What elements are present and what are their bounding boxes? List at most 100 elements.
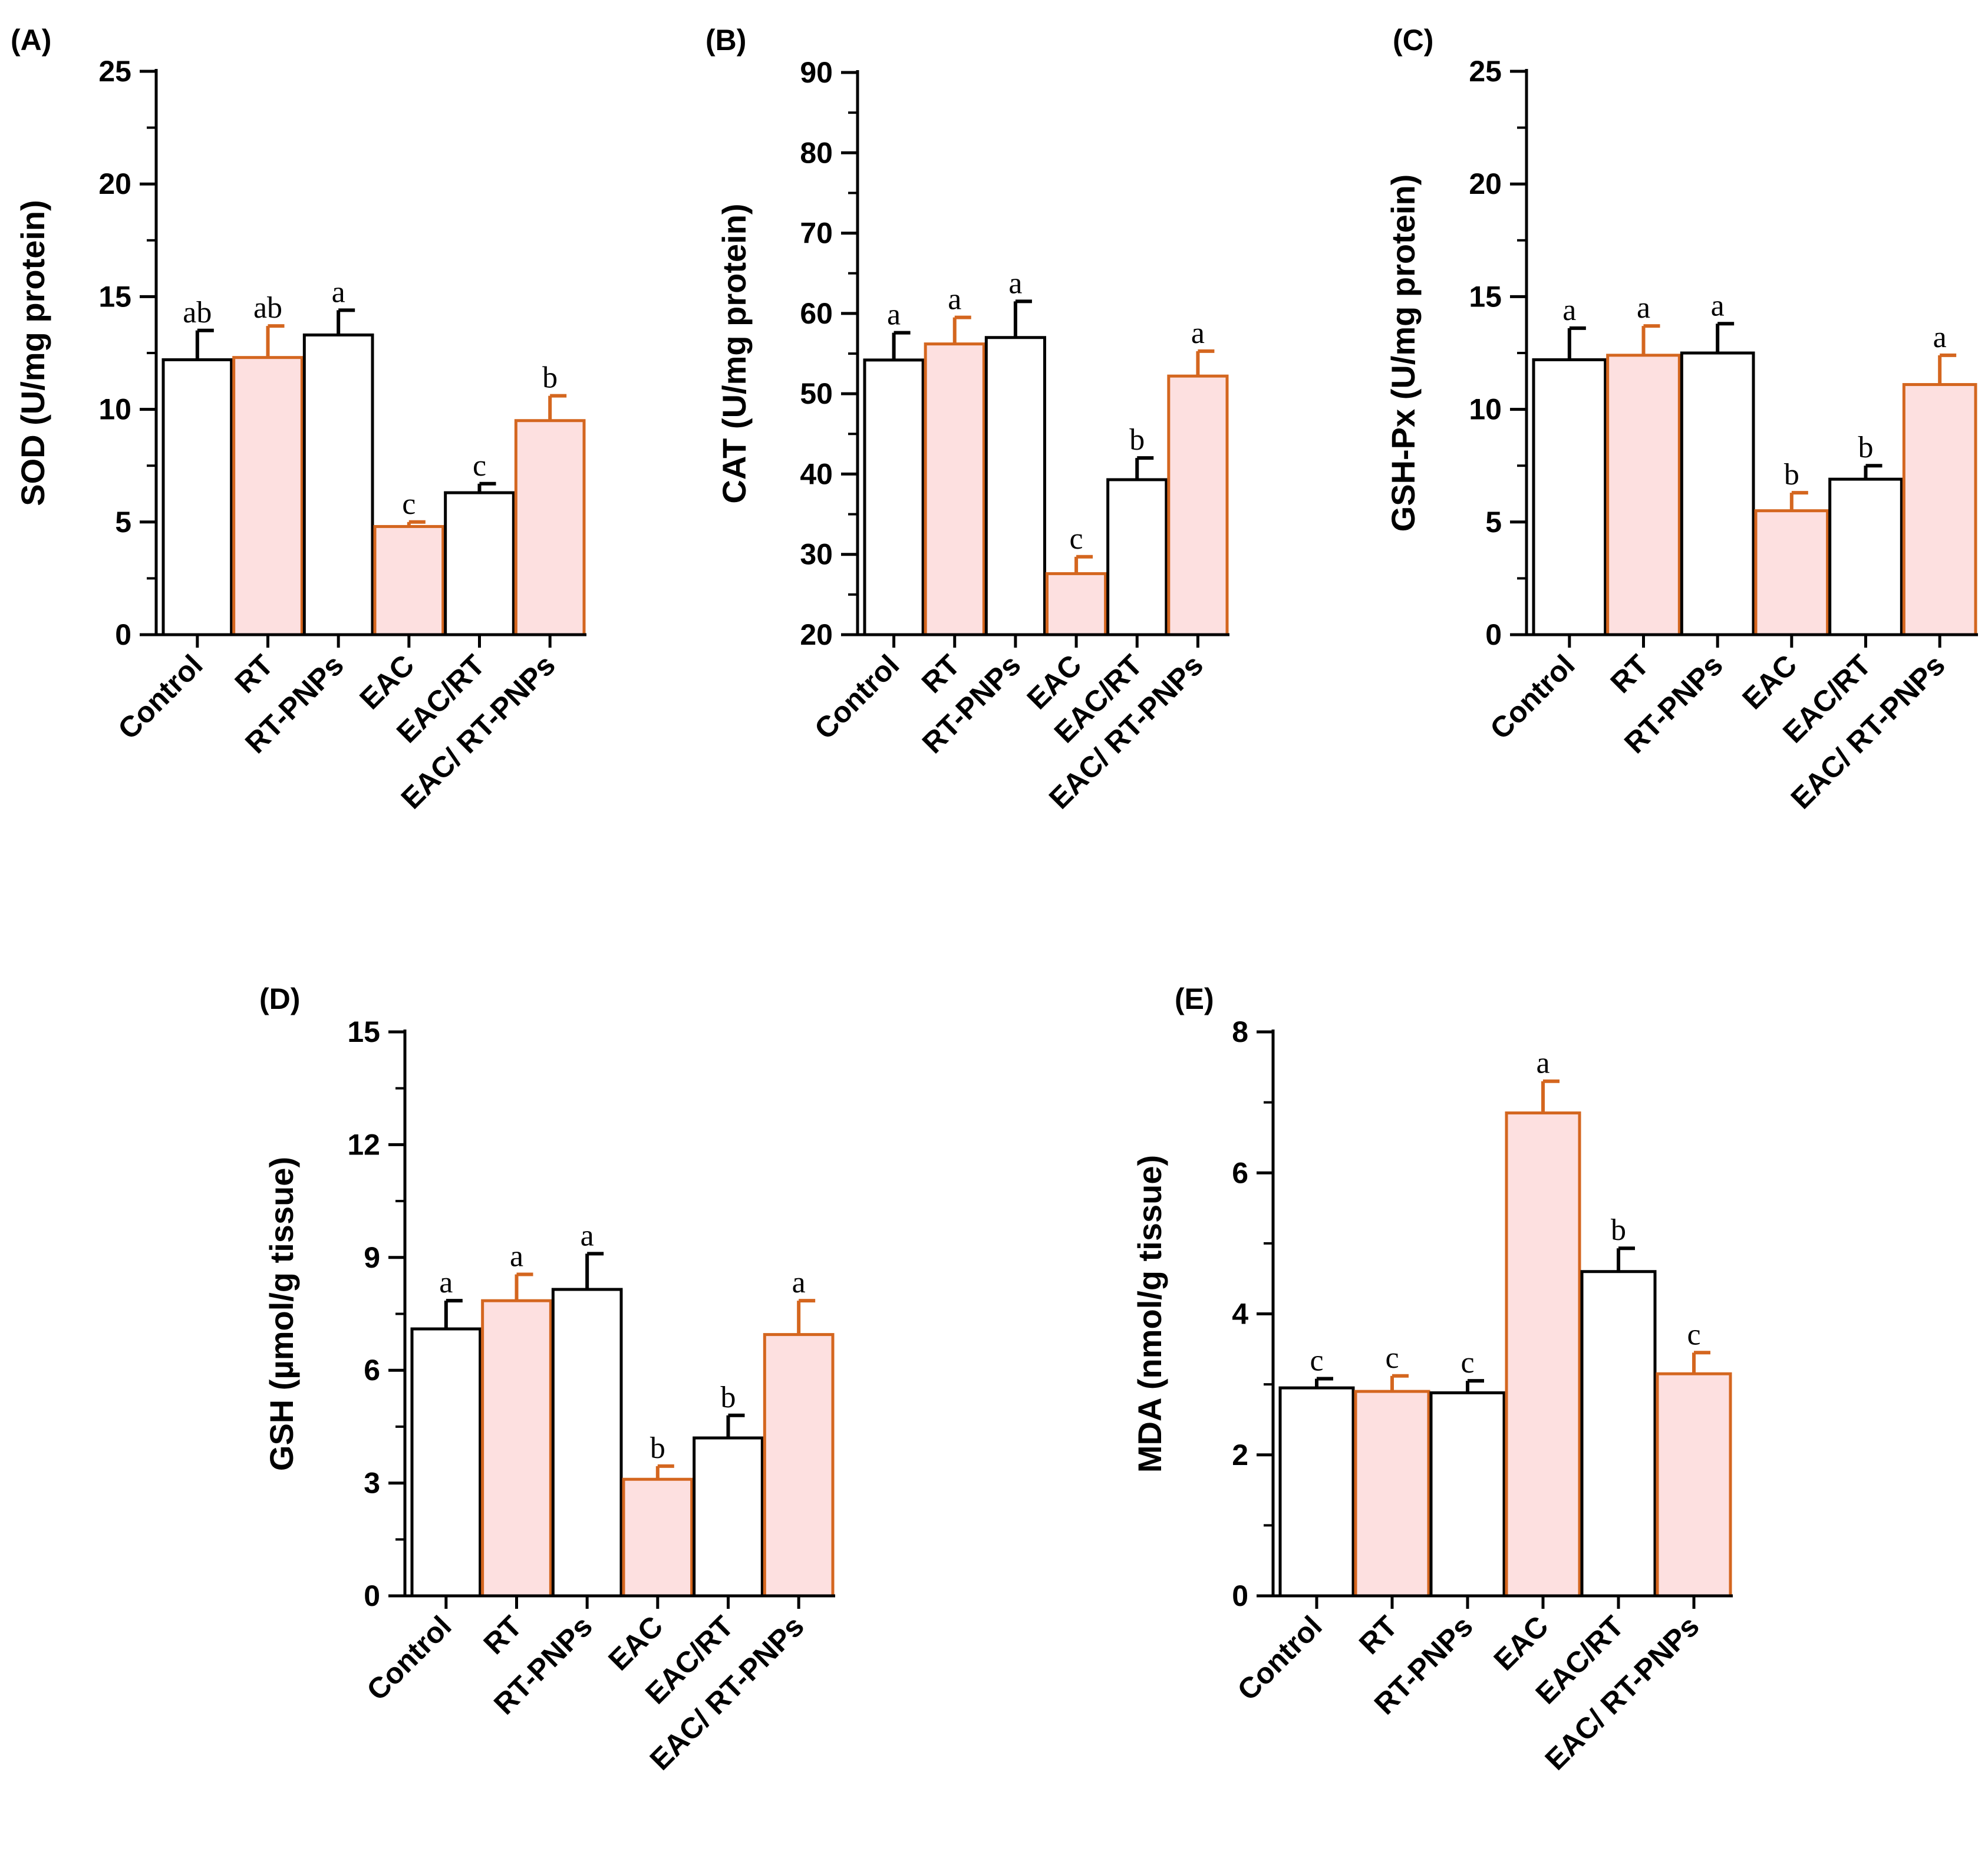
- panel-a-letter-4: c: [402, 487, 416, 521]
- panel-d-letter-6: a: [792, 1266, 806, 1299]
- panel-d-bar-5: [693, 1436, 764, 1598]
- panel-b-y-tick-label-1: 20: [800, 618, 833, 651]
- panel-c-error-bar-6: [1938, 353, 1957, 385]
- panel-d-error-bar-3: [585, 1252, 604, 1290]
- panel-a-y-tick-label-2: 5: [115, 506, 131, 539]
- panel-c-bar-5: [1828, 477, 1903, 636]
- panel-b-letter-5: b: [1129, 423, 1145, 457]
- panel-a-error-bar-1: [195, 328, 214, 360]
- panel-c-y-tick-label-5: 20: [1469, 167, 1502, 200]
- panel-b-y-axis-label: CAT (U/mg protein): [716, 203, 753, 503]
- panel-e-letter-1: c: [1310, 1344, 1323, 1378]
- panel-d-error-bar-4: [655, 1464, 674, 1480]
- panel-e-letter-2: c: [1385, 1341, 1399, 1375]
- panel-e-y-tick-label-2: 2: [1232, 1439, 1248, 1472]
- panel-e-bar-1: [1278, 1386, 1355, 1598]
- panel-d-y-tick-label-6: 15: [347, 1015, 380, 1048]
- panel-e-y-axis-label: MDA (nmol/g tissue): [1131, 1155, 1168, 1473]
- panel-d-letter-3: a: [581, 1219, 594, 1252]
- panel-a-bar-6: [514, 419, 586, 636]
- panel-e-y-tick-label-1: 0: [1232, 1579, 1248, 1612]
- panel-e-category-label-4: EAC: [1488, 1609, 1555, 1677]
- panel-d-category-label-2: RT: [477, 1609, 529, 1661]
- panel-d-error-bar-6: [797, 1299, 816, 1335]
- panel-e-error-bar-1: [1315, 1377, 1333, 1388]
- panel-e-letter-4: a: [1536, 1047, 1549, 1080]
- panel-c-y-tick-label-1: 0: [1485, 618, 1502, 651]
- panel-e-category-label-1: Control: [1231, 1609, 1328, 1707]
- panel-c-bar-1: [1532, 358, 1607, 636]
- panel-d-letter-4: b: [650, 1431, 665, 1465]
- panel-d-error-bar-2: [515, 1272, 533, 1301]
- panel-b-letter-1: a: [887, 298, 901, 332]
- panel-a-letter-3: a: [332, 275, 345, 309]
- panel-b-error-bar-6: [1196, 349, 1215, 377]
- panel-a-letter-6: b: [542, 361, 558, 395]
- panel-a-error-bar-6: [548, 394, 567, 421]
- panel-c-error-bar-5: [1864, 464, 1882, 480]
- panel-e-label: (E): [1175, 982, 1214, 1015]
- panel-b-y-tick-label-7: 80: [800, 136, 833, 169]
- panel-b-y-tick-label-8: 90: [800, 56, 833, 89]
- panel-c-label: (C): [1393, 24, 1433, 57]
- panel-d-letter-1: a: [439, 1266, 453, 1299]
- panel-b-letter-3: a: [1008, 266, 1022, 300]
- panel-b-error-bar-1: [892, 331, 911, 360]
- panel-a-letter-1: ab: [183, 296, 212, 329]
- panel-c-y-tick-label-6: 25: [1469, 55, 1502, 88]
- panel-a-letter-5: c: [473, 449, 486, 483]
- panel-e-bar-4: [1505, 1111, 1581, 1598]
- panel-b-bar-1: [863, 358, 925, 636]
- panel-e-error-bar-5: [1617, 1246, 1635, 1272]
- panel-d-y-tick-label-1: 0: [364, 1579, 380, 1612]
- panel-a-y-tick-label-4: 15: [98, 280, 131, 313]
- panel-e: (E)MDA (nmol/g tissue) cControlcRTcRT-PNP…: [1131, 982, 1733, 1776]
- panel-b-y-tick-label-3: 40: [800, 457, 833, 490]
- panel-a-y-tick-label-3: 10: [98, 393, 131, 426]
- panel-d-category-label-1: Control: [360, 1609, 457, 1707]
- panel-d-bar-4: [622, 1477, 694, 1598]
- panel-e-y-tick-label-4: 6: [1232, 1156, 1248, 1189]
- panel-c-error-bar-3: [1716, 322, 1735, 353]
- panel-b-bar-2: [924, 342, 985, 636]
- panel-c-y-axis-label: GSH-Px (U/mg protein): [1384, 174, 1422, 532]
- panel-e-error-bar-6: [1692, 1351, 1710, 1374]
- panel-d-letter-5: b: [721, 1381, 736, 1414]
- panel-c-bar-3: [1680, 351, 1755, 636]
- panel-b-category-label-1: Control: [808, 648, 905, 745]
- panel-d-bar-3: [551, 1288, 623, 1598]
- panel-c-error-bar-2: [1641, 324, 1660, 355]
- panel-e-bar-3: [1429, 1391, 1506, 1598]
- panel-b-error-bar-2: [952, 315, 971, 344]
- panel-a-y-axis-label: SOD (U/mg protein): [14, 200, 51, 506]
- panel-c-y-tick-label-2: 5: [1485, 506, 1502, 539]
- panel-d-letter-2: a: [510, 1240, 523, 1273]
- panel-e-category-label-2: RT: [1353, 1609, 1404, 1661]
- panel-d-y-tick-label-5: 12: [347, 1128, 380, 1161]
- panel-c-letter-4: b: [1784, 458, 1799, 491]
- panel-a-bar-3: [302, 333, 374, 636]
- panel-b-bar-6: [1167, 374, 1229, 636]
- panel-b-error-bar-5: [1135, 456, 1154, 480]
- panel-d-y-axis-label: GSH (µmol/g tissue): [263, 1157, 300, 1471]
- panel-c-bar-2: [1606, 354, 1681, 636]
- panel-c-letter-3: a: [1711, 289, 1725, 322]
- panel-e-error-bar-3: [1466, 1379, 1484, 1393]
- panel-a-bar-5: [444, 491, 515, 636]
- panel-b-y-tick-label-5: 60: [800, 297, 833, 330]
- panel-c-letter-2: a: [1637, 291, 1650, 325]
- panel-c-category-label-2: RT: [1604, 648, 1656, 700]
- panel-a-letter-2: ab: [253, 291, 282, 325]
- panel-b-label: (B): [705, 24, 746, 57]
- panel-c-letter-1: a: [1562, 293, 1576, 327]
- panel-a-label: (A): [11, 24, 51, 57]
- panel-b-letter-2: a: [948, 283, 961, 316]
- panel-b-category-label-2: RT: [915, 648, 967, 700]
- panel-e-bar-6: [1656, 1372, 1732, 1598]
- panel-b-bar-4: [1046, 572, 1107, 636]
- panel-d-y-tick-label-2: 3: [364, 1467, 380, 1500]
- panel-d-error-bar-1: [444, 1299, 463, 1329]
- panel-b-error-bar-4: [1074, 555, 1093, 574]
- panel-c-bar-4: [1754, 509, 1829, 636]
